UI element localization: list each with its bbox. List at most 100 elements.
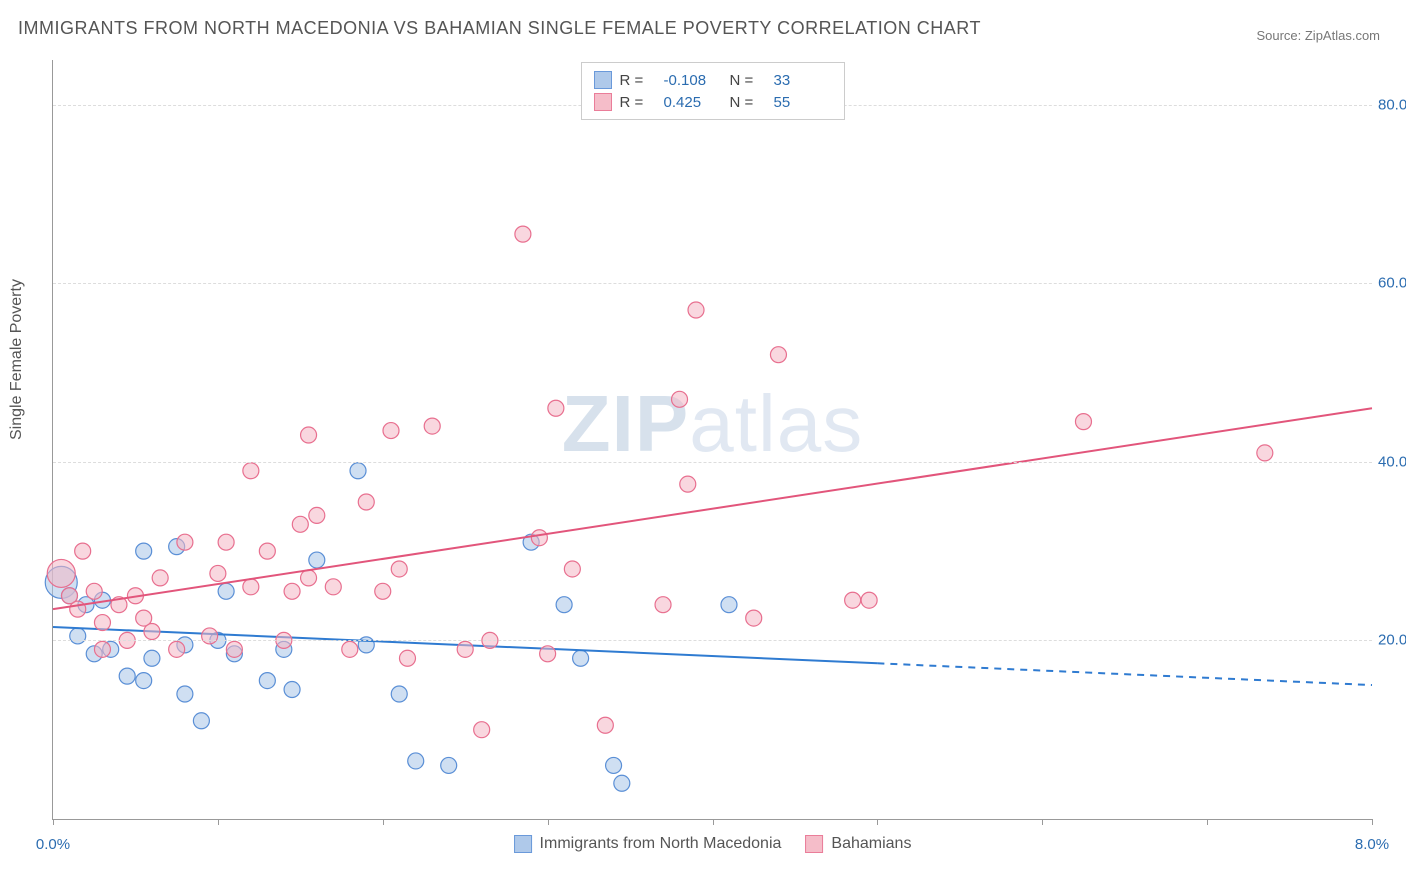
- data-point-series_b: [861, 592, 877, 608]
- data-point-series_b: [325, 579, 341, 595]
- data-point-series_b: [177, 534, 193, 550]
- data-point-series_b: [86, 583, 102, 599]
- xtick-mark: [1207, 819, 1208, 825]
- data-point-series_b: [845, 592, 861, 608]
- data-point-series_b: [424, 418, 440, 434]
- data-point-series_b: [531, 530, 547, 546]
- data-point-series_b: [564, 561, 580, 577]
- xtick-mark: [548, 819, 549, 825]
- xtick-label: 8.0%: [1355, 836, 1389, 853]
- data-point-series_b: [672, 391, 688, 407]
- data-point-series_b: [152, 570, 168, 586]
- data-point-series_b: [292, 516, 308, 532]
- data-point-series_b: [75, 543, 91, 559]
- data-point-series_b: [391, 561, 407, 577]
- legend-item-series-a: Immigrants from North Macedonia: [514, 835, 782, 853]
- data-point-series_b: [226, 641, 242, 657]
- data-point-series_b: [688, 302, 704, 318]
- data-point-series_a: [556, 597, 572, 613]
- data-point-series_b: [218, 534, 234, 550]
- legend-correlation: R = -0.108 N = 33 R = 0.425 N = 55: [581, 62, 845, 120]
- data-point-series_b: [276, 632, 292, 648]
- data-point-series_a: [119, 668, 135, 684]
- n-label: N =: [730, 72, 766, 89]
- data-point-series_a: [441, 757, 457, 773]
- data-point-series_b: [515, 226, 531, 242]
- data-point-series_b: [474, 722, 490, 738]
- data-point-series_b: [597, 717, 613, 733]
- xtick-mark: [1372, 819, 1373, 825]
- plot-svg: [53, 60, 1372, 819]
- data-point-series_a: [136, 543, 152, 559]
- data-point-series_b: [383, 423, 399, 439]
- xtick-mark: [53, 819, 54, 825]
- data-point-series_b: [119, 632, 135, 648]
- data-point-series_b: [358, 494, 374, 510]
- data-point-series_b: [680, 476, 696, 492]
- data-point-series_a: [614, 775, 630, 791]
- data-point-series_a: [259, 673, 275, 689]
- data-point-series_a: [358, 637, 374, 653]
- data-point-series_a: [350, 463, 366, 479]
- ytick-label: 60.0%: [1378, 275, 1406, 292]
- data-point-series_b: [1257, 445, 1273, 461]
- data-point-series_b: [202, 628, 218, 644]
- y-axis-label: Single Female Poverty: [8, 279, 26, 440]
- data-point-series_b: [457, 641, 473, 657]
- ytick-label: 80.0%: [1378, 96, 1406, 113]
- data-point-series_b: [210, 565, 226, 581]
- data-point-series_b: [94, 641, 110, 657]
- data-point-series_b: [309, 507, 325, 523]
- data-point-series_a: [721, 597, 737, 613]
- data-point-series_b: [259, 543, 275, 559]
- data-point-series_b: [243, 579, 259, 595]
- xtick-mark: [1042, 819, 1043, 825]
- data-point-series_b: [399, 650, 415, 666]
- data-point-series_a: [573, 650, 589, 666]
- data-point-series_b: [301, 570, 317, 586]
- data-point-series_b: [136, 610, 152, 626]
- r-value-a: -0.108: [664, 72, 722, 89]
- data-point-series_b: [47, 559, 75, 587]
- swatch-series-b: [594, 93, 612, 111]
- ytick-label: 40.0%: [1378, 453, 1406, 470]
- data-point-series_b: [301, 427, 317, 443]
- data-point-series_a: [193, 713, 209, 729]
- data-point-series_b: [540, 646, 556, 662]
- data-point-series_b: [94, 615, 110, 631]
- legend-series: Immigrants from North Macedonia Bahamian…: [514, 835, 912, 853]
- data-point-series_b: [375, 583, 391, 599]
- xtick-mark: [713, 819, 714, 825]
- data-point-series_a: [136, 673, 152, 689]
- legend-label-b: Bahamians: [831, 835, 911, 853]
- legend-item-series-b: Bahamians: [805, 835, 911, 853]
- trendline-series_b: [53, 408, 1372, 609]
- data-point-series_b: [655, 597, 671, 613]
- data-point-series_b: [169, 641, 185, 657]
- trendline-dashed-series_a: [877, 663, 1372, 685]
- data-point-series_b: [746, 610, 762, 626]
- chart-title: IMMIGRANTS FROM NORTH MACEDONIA VS BAHAM…: [18, 18, 981, 39]
- data-point-series_b: [770, 347, 786, 363]
- data-point-series_a: [177, 686, 193, 702]
- n-label: N =: [730, 94, 766, 111]
- data-point-series_a: [408, 753, 424, 769]
- data-point-series_a: [284, 682, 300, 698]
- ytick-label: 20.0%: [1378, 632, 1406, 649]
- data-point-series_a: [218, 583, 234, 599]
- data-point-series_b: [243, 463, 259, 479]
- r-value-b: 0.425: [664, 94, 722, 111]
- data-point-series_a: [606, 757, 622, 773]
- data-point-series_b: [342, 641, 358, 657]
- legend-label-a: Immigrants from North Macedonia: [540, 835, 782, 853]
- swatch-series-a: [594, 71, 612, 89]
- data-point-series_b: [482, 632, 498, 648]
- legend-row-series-a: R = -0.108 N = 33: [594, 69, 832, 91]
- r-label: R =: [620, 72, 656, 89]
- xtick-mark: [383, 819, 384, 825]
- data-point-series_a: [70, 628, 86, 644]
- data-point-series_a: [391, 686, 407, 702]
- data-point-series_b: [284, 583, 300, 599]
- xtick-mark: [877, 819, 878, 825]
- n-value-b: 55: [774, 94, 832, 111]
